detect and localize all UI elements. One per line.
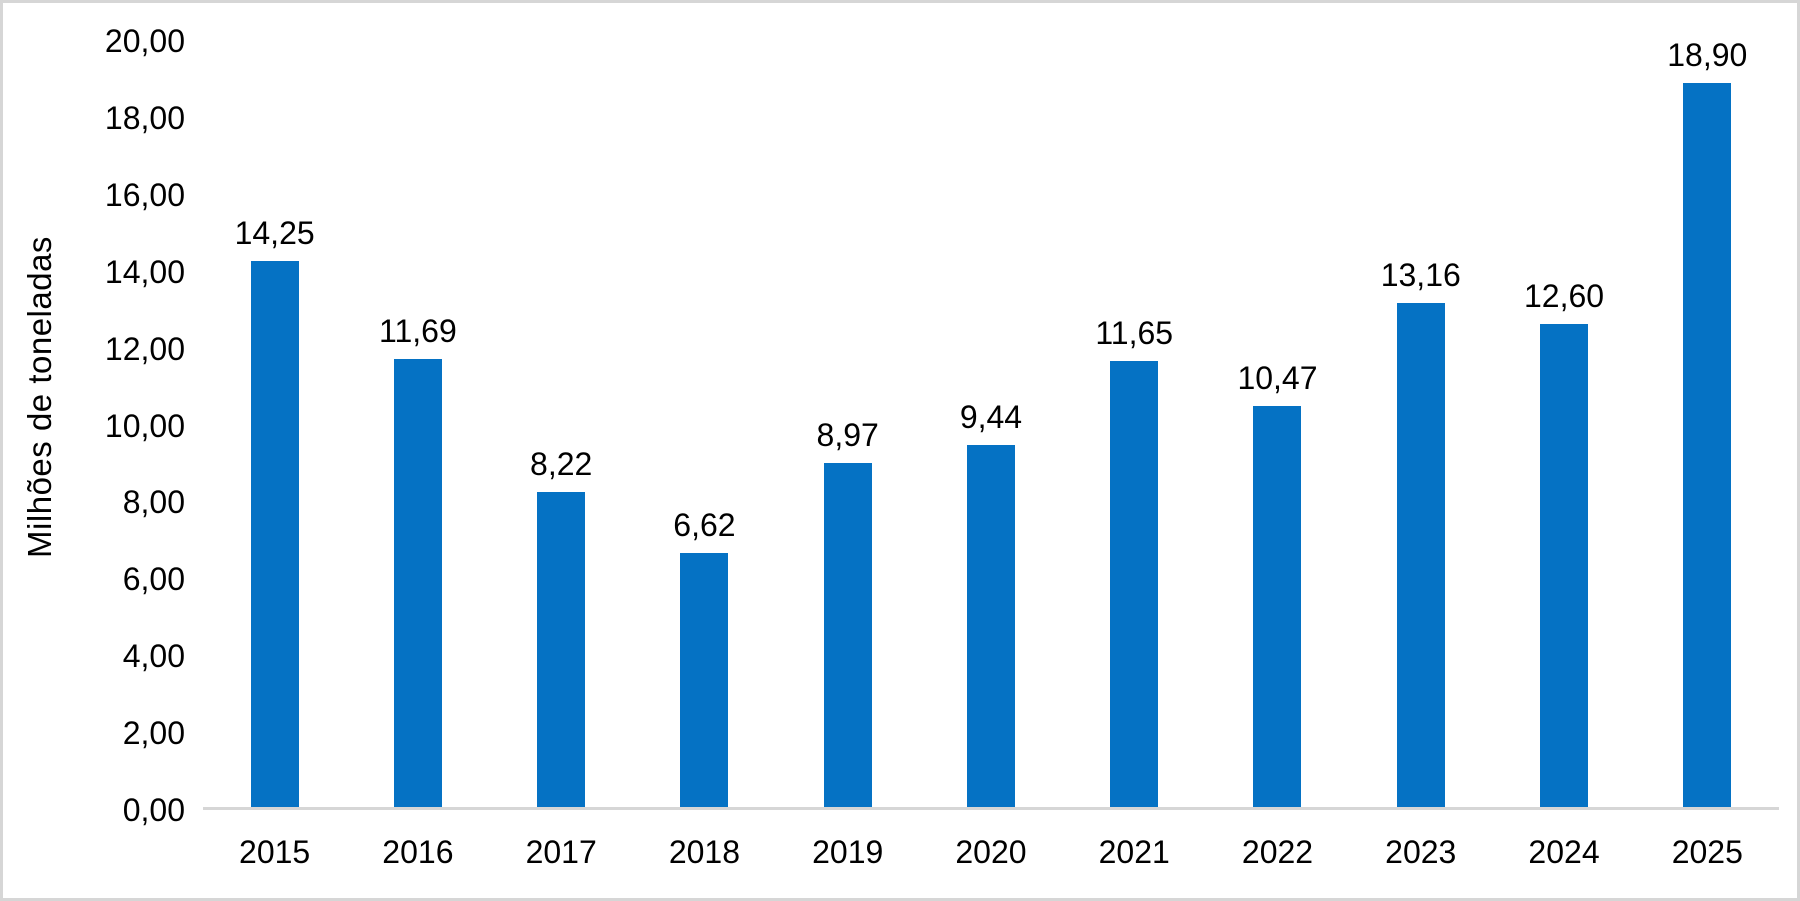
bar-slot: 9,44	[919, 41, 1062, 807]
chart-row: 0,00 2,00 4,00 6,00 8,00 10,00 12,00 14,00 16,00…	[77, 25, 1779, 826]
bar-slot: 8,22	[490, 41, 633, 807]
y-axis-ticks: 0,00 2,00 4,00 6,00 8,00 10,00 12,00 14,00 16,00…	[77, 25, 203, 826]
x-tick-label: 2017	[525, 834, 597, 870]
y-tick-label: 6,00	[122, 561, 185, 598]
bar-2022	[1253, 406, 1302, 807]
bar-2019	[823, 463, 872, 807]
x-tick-label: 2021	[1098, 834, 1170, 870]
x-tick-label: 2015	[239, 834, 311, 870]
bar-value-label: 14,25	[234, 215, 315, 252]
x-tick-label: 2023	[1385, 834, 1457, 870]
bar-value-label: 11,65	[1095, 314, 1174, 351]
bar-2015	[250, 261, 299, 807]
chart-main-area: 0,00 2,00 4,00 6,00 8,00 10,00 12,00 14,00 16,00…	[77, 3, 1797, 898]
x-tick-label: 2016	[382, 834, 454, 870]
y-tick-label: 14,00	[104, 253, 185, 290]
bar-value-label: 18,90	[1667, 37, 1748, 74]
bar-slot: 13,16	[1349, 41, 1492, 807]
bar-value-label: 8,97	[816, 417, 879, 454]
bar-2025	[1683, 83, 1732, 807]
y-tick-label: 12,00	[104, 330, 185, 367]
bar-slot: 11,69	[346, 41, 489, 807]
bar-value-label: 6,62	[673, 507, 736, 544]
y-tick-label: 10,00	[104, 407, 185, 444]
bar-slot: 12,60	[1492, 41, 1635, 807]
bar-slot: 14,25	[203, 41, 346, 807]
bar-value-label: 12,60	[1523, 278, 1605, 315]
bar-2024	[1540, 324, 1589, 807]
bar-slot: 10,47	[1206, 41, 1349, 807]
bar-value-label: 9,44	[959, 399, 1023, 436]
x-tick-label: 2018	[668, 834, 741, 870]
bar-2018	[680, 553, 729, 807]
bar-2023	[1396, 302, 1445, 807]
plot-area: 14,25 11,69 8,22 6,62 8,97 9,44 11,65 10,47 13,1…	[203, 37, 1779, 810]
y-tick-label: 4,00	[122, 638, 185, 675]
bar-slot: 11,65	[1063, 41, 1206, 807]
bar-2020	[966, 445, 1015, 807]
bar-value-label: 13,16	[1380, 256, 1461, 293]
x-tick-label: 2025	[1671, 834, 1743, 870]
bar-slot: 18,90	[1636, 37, 1779, 807]
y-tick-label: 2,00	[122, 715, 185, 752]
bar-slot: 8,97	[776, 41, 919, 807]
bar-slot: 6,62	[633, 41, 776, 807]
x-axis: 2015 2016 2017 2018 2019 2020 2021 2022 2023 2024…	[77, 810, 1779, 898]
x-tick-label: 2019	[812, 834, 884, 870]
y-tick-label: 0,00	[122, 792, 185, 828]
y-tick-label: 18,00	[104, 99, 185, 136]
bar-value-label: 8,22	[530, 446, 593, 483]
bar-2021	[1110, 360, 1159, 807]
x-tick-label: 2020	[955, 834, 1027, 870]
y-tick-label: 8,00	[122, 484, 185, 521]
x-tick-label: 2022	[1241, 834, 1314, 870]
x-tick-label: 2024	[1528, 834, 1600, 870]
bar-2016	[393, 359, 442, 807]
bar-value-label: 10,47	[1237, 360, 1318, 396]
bar-value-label: 11,69	[379, 313, 457, 350]
y-axis-title-column: Milhões de toneladas	[3, 3, 77, 898]
y-tick-label: 20,00	[104, 23, 185, 59]
y-axis-title: Milhões de toneladas	[21, 235, 58, 558]
bar-2017	[537, 492, 586, 807]
y-tick-label: 16,00	[104, 176, 185, 213]
